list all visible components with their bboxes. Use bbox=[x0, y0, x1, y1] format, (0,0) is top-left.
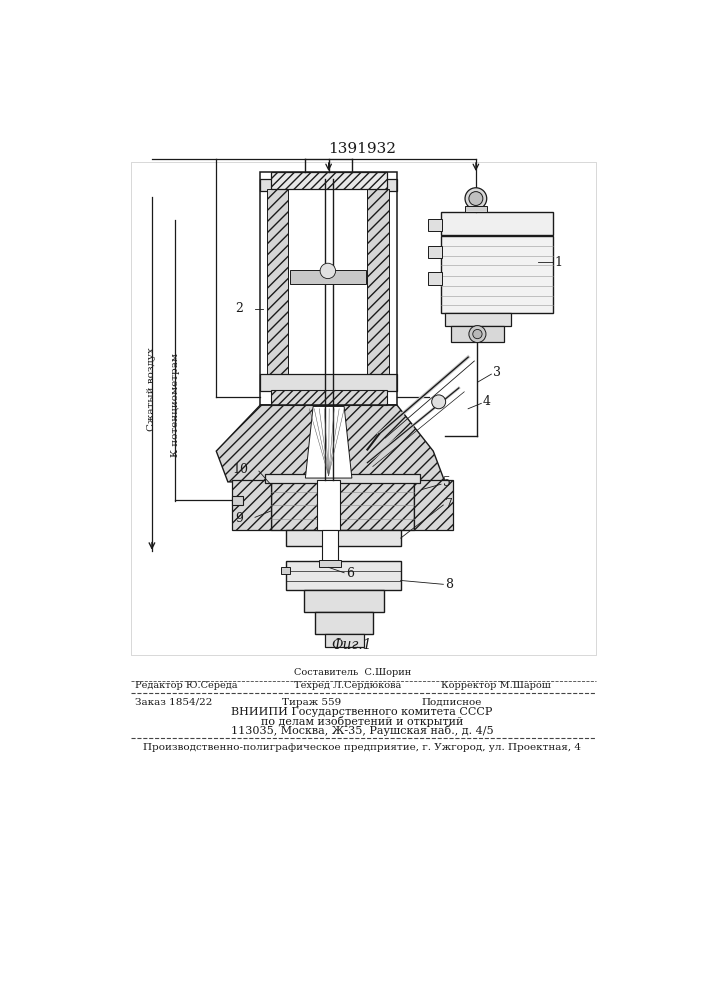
Bar bbox=[286, 530, 401, 546]
Text: Тираж 559: Тираж 559 bbox=[282, 698, 341, 707]
Circle shape bbox=[465, 188, 486, 209]
Text: Корректор М.Шарош: Корректор М.Шарош bbox=[441, 681, 551, 690]
Bar bbox=[260, 179, 397, 191]
Bar bbox=[441, 212, 554, 235]
Bar bbox=[260, 374, 397, 391]
Text: 7: 7 bbox=[445, 498, 452, 511]
Text: Заказ 1854/22: Заказ 1854/22 bbox=[135, 698, 212, 707]
Circle shape bbox=[473, 329, 482, 339]
Bar bbox=[315, 612, 373, 634]
Text: 1: 1 bbox=[555, 256, 563, 269]
Bar bbox=[232, 480, 271, 530]
Text: 2: 2 bbox=[235, 302, 243, 315]
Text: 8: 8 bbox=[445, 578, 453, 591]
Text: Производственно-полиграфическое предприятие, г. Ужгород, ул. Проектная, 4: Производственно-полиграфическое предприя… bbox=[143, 743, 581, 752]
Text: Составитель  С.Шорин: Составитель С.Шорин bbox=[293, 668, 411, 677]
Bar bbox=[290, 270, 366, 284]
Text: 113035, Москва, Ж-35, Раушская наб., д. 4/5: 113035, Москва, Ж-35, Раушская наб., д. … bbox=[230, 725, 493, 736]
Bar bbox=[131, 162, 596, 655]
Bar bbox=[271, 172, 387, 189]
Polygon shape bbox=[305, 406, 352, 478]
Bar bbox=[232, 496, 243, 505]
Text: Фиг.1: Фиг.1 bbox=[332, 638, 372, 652]
Circle shape bbox=[432, 395, 445, 409]
Bar bbox=[267, 189, 288, 374]
Bar bbox=[286, 561, 401, 590]
Text: 10: 10 bbox=[232, 463, 248, 476]
Bar bbox=[320, 560, 341, 567]
Bar bbox=[265, 474, 420, 483]
Bar bbox=[368, 189, 389, 374]
Bar bbox=[451, 326, 504, 342]
Bar bbox=[465, 206, 486, 212]
Bar bbox=[428, 219, 442, 231]
Bar bbox=[271, 480, 414, 530]
Text: 6: 6 bbox=[346, 567, 354, 580]
Circle shape bbox=[320, 263, 336, 279]
Text: по делам изобретений и открытий: по делам изобретений и открытий bbox=[261, 716, 463, 727]
Bar bbox=[428, 272, 442, 285]
Bar bbox=[304, 590, 384, 612]
Bar bbox=[288, 189, 368, 374]
Text: 4: 4 bbox=[483, 395, 491, 408]
Bar bbox=[322, 530, 338, 561]
Bar bbox=[317, 480, 340, 530]
Bar bbox=[325, 634, 363, 647]
Bar bbox=[445, 312, 510, 326]
Text: ВНИИПИ Государственного комитета СССР: ВНИИПИ Государственного комитета СССР bbox=[231, 707, 493, 717]
Text: Редактор Ю.Середа: Редактор Ю.Середа bbox=[135, 681, 238, 690]
Text: Техред Л.Сердюкова: Техред Л.Сердюкова bbox=[293, 681, 401, 690]
Bar bbox=[428, 246, 442, 258]
Text: 1391932: 1391932 bbox=[328, 142, 396, 156]
Polygon shape bbox=[216, 405, 445, 482]
Circle shape bbox=[469, 326, 486, 343]
Text: 3: 3 bbox=[493, 366, 501, 379]
Text: 9: 9 bbox=[235, 512, 243, 525]
Bar bbox=[260, 172, 397, 405]
Text: К потенциометрам: К потенциометрам bbox=[170, 353, 180, 457]
Text: Подписное: Подписное bbox=[421, 698, 482, 707]
Bar bbox=[281, 567, 290, 574]
Bar bbox=[271, 389, 387, 405]
Circle shape bbox=[469, 192, 483, 205]
Text: 5: 5 bbox=[443, 476, 450, 489]
Bar bbox=[414, 480, 452, 530]
Text: Сжатый воздух: Сжатый воздух bbox=[148, 348, 156, 431]
Bar bbox=[441, 235, 554, 312]
